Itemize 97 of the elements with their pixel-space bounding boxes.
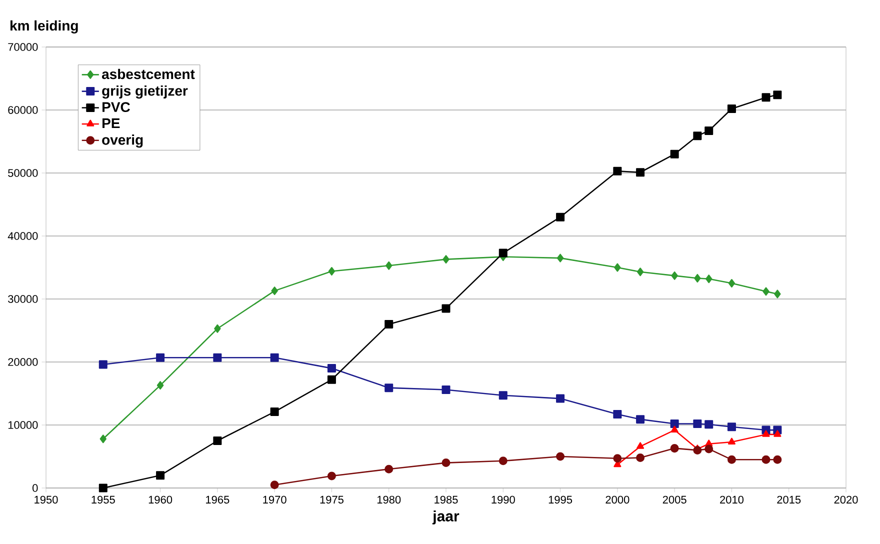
point [613, 454, 622, 463]
y-tick-label: 50000 [8, 169, 38, 177]
point [774, 430, 782, 437]
point [636, 415, 645, 424]
point [498, 456, 508, 466]
point [213, 436, 222, 445]
x-tick-label: 2005 [662, 496, 686, 504]
point [693, 132, 702, 140]
legend-label: grijs gietijzer [102, 85, 188, 99]
x-axis-title: jaar [432, 510, 460, 524]
point [693, 419, 702, 428]
point [774, 290, 781, 298]
point [727, 422, 736, 432]
point [498, 391, 508, 400]
point [556, 394, 565, 403]
point [556, 452, 565, 461]
point [327, 375, 336, 384]
point [727, 455, 736, 464]
point [442, 255, 450, 264]
point [156, 471, 165, 480]
point [704, 126, 714, 136]
point [98, 360, 108, 369]
point [270, 353, 279, 362]
point [613, 410, 622, 419]
x-tick-label: 2000 [606, 496, 630, 504]
legend-label: PE [102, 118, 120, 128]
point [728, 279, 736, 288]
point [670, 444, 679, 453]
y-tick-label: 10000 [8, 421, 38, 429]
point [384, 320, 394, 328]
point [442, 458, 450, 468]
x-tick-label: 1985 [434, 496, 458, 504]
point [693, 446, 702, 454]
x-tick-label: 1970 [263, 496, 286, 504]
x-tick-label: 1960 [148, 496, 172, 504]
point [442, 385, 450, 394]
point [636, 442, 644, 449]
y-tick-label: 70000 [8, 43, 38, 51]
point [384, 464, 394, 474]
point [213, 353, 222, 362]
point [214, 324, 221, 333]
legend-label: overig [102, 134, 143, 148]
y-tick-label: 60000 [8, 106, 38, 114]
x-tick-label: 1975 [320, 496, 344, 504]
point [271, 286, 278, 296]
point [442, 304, 450, 313]
point [694, 274, 701, 282]
point [762, 455, 770, 464]
point [762, 430, 770, 437]
point [100, 434, 106, 444]
legend-label: PVC [102, 102, 130, 112]
point [636, 268, 644, 276]
point [98, 484, 108, 492]
point [670, 419, 679, 428]
y-axis-title: km leiding [10, 20, 78, 34]
point [614, 263, 621, 272]
x-tick-label: 2015 [777, 496, 801, 504]
y-tick-label: 20000 [8, 358, 38, 366]
point [704, 420, 714, 429]
x-tick-label: 1980 [377, 496, 401, 504]
point [762, 93, 770, 102]
point [386, 261, 392, 270]
point [762, 287, 770, 296]
x-tick-label: 2020 [834, 496, 858, 504]
point [670, 426, 678, 432]
y-tick-label: 30000 [8, 295, 38, 303]
point [773, 455, 782, 464]
x-tick-label: 1965 [206, 496, 230, 504]
point [327, 364, 336, 373]
point [270, 480, 279, 490]
point [384, 384, 394, 392]
x-tick-label: 2010 [720, 496, 744, 504]
y-tick-label: 40000 [8, 232, 38, 240]
x-tick-label: 1990 [492, 496, 515, 504]
x-tick-label: 1950 [34, 496, 58, 504]
x-tick-label: 1955 [92, 496, 115, 504]
point [727, 104, 736, 113]
point [327, 472, 336, 480]
point [498, 248, 508, 258]
point [156, 353, 165, 362]
point [773, 90, 782, 100]
x-tick-label: 1995 [548, 496, 572, 504]
point [728, 438, 736, 444]
point [636, 454, 645, 462]
point [556, 212, 565, 222]
legend-label: asbestcement [102, 68, 195, 80]
point [704, 444, 714, 454]
point [670, 150, 679, 158]
point [556, 254, 564, 262]
point [636, 168, 645, 177]
point [328, 267, 336, 276]
point [613, 166, 622, 176]
point [156, 381, 164, 390]
point [671, 271, 678, 280]
y-tick-label: 0 [32, 484, 38, 492]
point [706, 274, 712, 284]
point [270, 408, 279, 416]
